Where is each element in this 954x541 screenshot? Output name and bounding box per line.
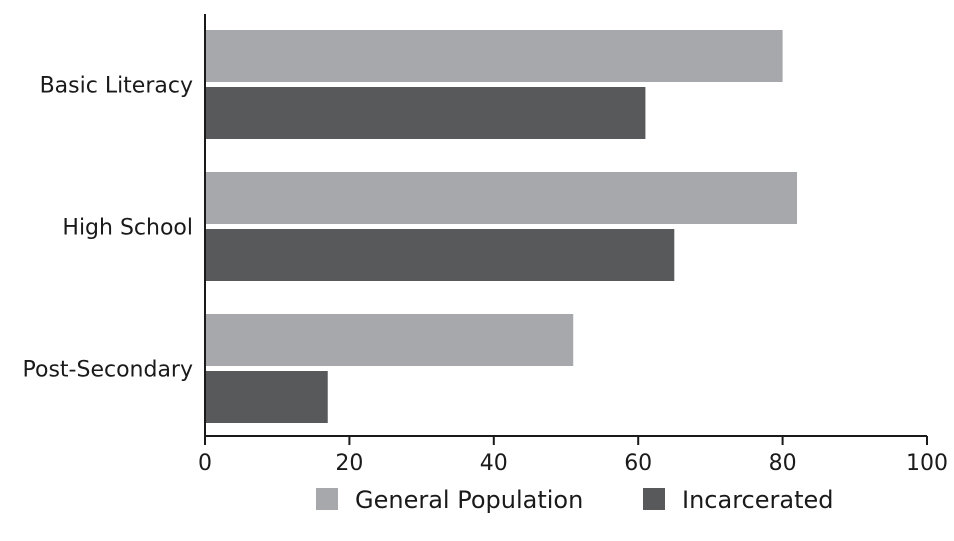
x-tick-label-20: 20 <box>335 451 363 476</box>
x-tick-label-0: 0 <box>198 451 212 476</box>
bar-high-school-general-population <box>205 172 798 224</box>
bar-basic-literacy-general-population <box>205 30 783 82</box>
legend-swatch-incarcerated <box>643 488 665 510</box>
category-label-high-school: High School <box>62 216 193 241</box>
x-tick-label-80: 80 <box>769 451 797 476</box>
x-axis-ticks: 0 20 40 60 80 100 <box>198 436 948 476</box>
legend-swatch-general-population <box>316 488 338 510</box>
category-label-basic-literacy: Basic Literacy <box>40 74 193 99</box>
bar-post-secondary-incarcerated <box>205 371 328 423</box>
bar-post-secondary-general-population <box>205 314 574 366</box>
legend: General Population Incarcerated <box>316 486 833 514</box>
category-label-post-secondary: Post-Secondary <box>23 358 193 383</box>
legend-label-incarcerated: Incarcerated <box>682 486 833 514</box>
bars-group <box>205 30 798 423</box>
category-labels: Basic Literacy High School Post-Secondary <box>23 74 193 383</box>
x-tick-label-40: 40 <box>480 451 508 476</box>
x-tick-label-100: 100 <box>906 451 948 476</box>
bar-high-school-incarcerated <box>205 229 675 281</box>
x-tick-label-60: 60 <box>624 451 652 476</box>
bar-basic-literacy-incarcerated <box>205 87 646 139</box>
legend-label-general-population: General Population <box>355 486 583 514</box>
